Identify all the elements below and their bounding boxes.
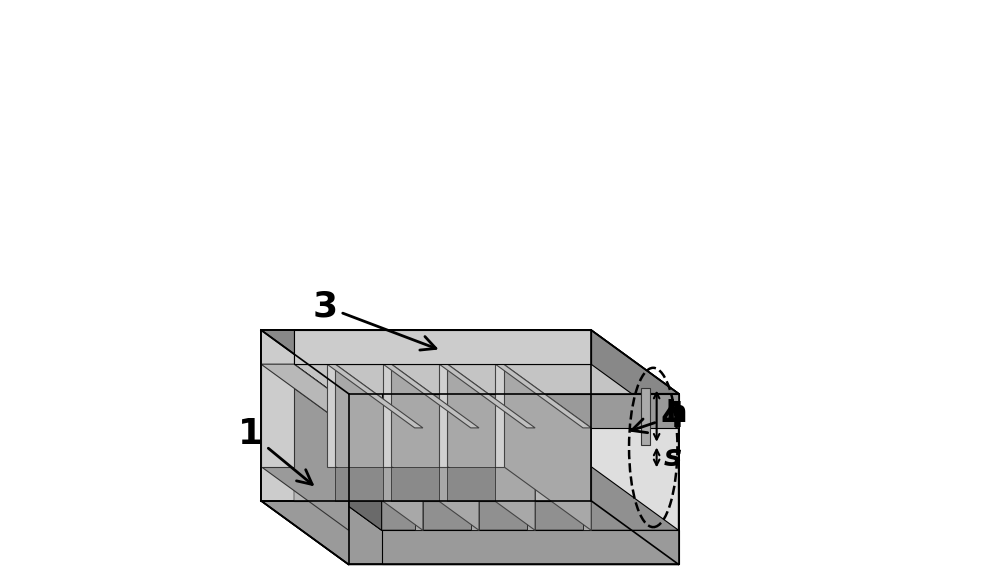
Polygon shape xyxy=(447,467,495,501)
Polygon shape xyxy=(261,330,591,501)
Polygon shape xyxy=(447,467,495,501)
Polygon shape xyxy=(261,501,679,564)
Polygon shape xyxy=(294,467,327,501)
Polygon shape xyxy=(294,467,591,501)
Bar xyxy=(641,387,650,444)
Polygon shape xyxy=(439,364,535,428)
Text: s: s xyxy=(663,443,682,472)
Polygon shape xyxy=(447,364,535,530)
Polygon shape xyxy=(591,330,679,564)
Text: 3: 3 xyxy=(312,290,436,350)
Polygon shape xyxy=(382,394,679,428)
Text: 1: 1 xyxy=(238,417,312,484)
Polygon shape xyxy=(294,364,679,428)
Polygon shape xyxy=(504,467,672,530)
Polygon shape xyxy=(261,364,382,428)
Polygon shape xyxy=(495,364,504,467)
Polygon shape xyxy=(383,364,391,467)
Polygon shape xyxy=(261,330,349,564)
Polygon shape xyxy=(495,364,591,428)
Polygon shape xyxy=(383,364,479,428)
Polygon shape xyxy=(335,467,383,501)
Polygon shape xyxy=(439,364,447,467)
Polygon shape xyxy=(391,364,479,530)
Polygon shape xyxy=(504,364,591,530)
Polygon shape xyxy=(327,364,423,428)
Polygon shape xyxy=(294,467,679,530)
Polygon shape xyxy=(447,467,583,530)
Polygon shape xyxy=(504,467,584,501)
Polygon shape xyxy=(294,467,415,530)
Polygon shape xyxy=(261,364,294,467)
Polygon shape xyxy=(335,467,383,501)
Polygon shape xyxy=(527,428,535,530)
Polygon shape xyxy=(391,467,527,530)
Polygon shape xyxy=(294,364,382,530)
Text: h: h xyxy=(666,399,687,428)
Polygon shape xyxy=(335,467,471,530)
Polygon shape xyxy=(335,364,423,530)
Polygon shape xyxy=(382,530,679,564)
Polygon shape xyxy=(391,467,439,501)
Polygon shape xyxy=(261,364,349,530)
Text: 4: 4 xyxy=(632,399,685,434)
Polygon shape xyxy=(471,428,479,530)
Polygon shape xyxy=(583,428,591,530)
Polygon shape xyxy=(294,330,591,364)
Polygon shape xyxy=(349,394,679,564)
Polygon shape xyxy=(415,428,423,530)
Polygon shape xyxy=(261,330,679,394)
Polygon shape xyxy=(294,330,591,364)
Polygon shape xyxy=(327,364,335,467)
Polygon shape xyxy=(391,467,439,501)
